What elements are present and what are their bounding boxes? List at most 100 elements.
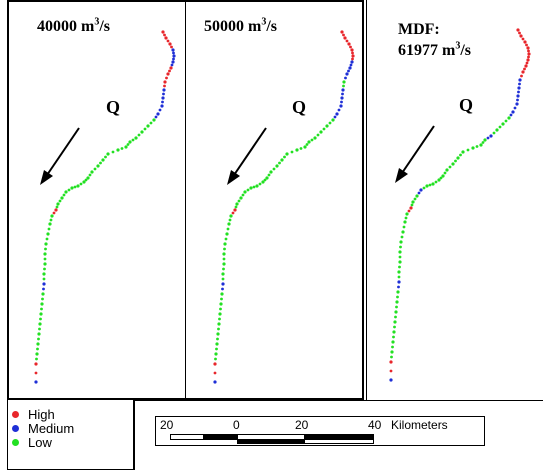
river-point-low: [222, 252, 226, 256]
river-point-low: [43, 252, 47, 256]
river-point-low: [128, 140, 132, 144]
river-point-low: [399, 245, 402, 249]
scale-segment: [304, 439, 374, 444]
river-point-low: [111, 150, 115, 154]
river-point-low: [325, 124, 329, 128]
river-point-low: [222, 267, 225, 271]
river-point-medium: [350, 60, 354, 64]
river-point-high: [516, 28, 520, 32]
river-point-low: [58, 199, 62, 203]
scale-bar-box: 20 0 20 40 Kilometers: [134, 400, 543, 470]
river-point-low: [403, 220, 407, 224]
river-point-high: [519, 34, 523, 38]
river-point-high: [166, 39, 170, 43]
scale-segment: [170, 434, 204, 440]
river-point-low: [269, 170, 273, 174]
river-point-low: [307, 140, 311, 144]
river-point-low: [43, 257, 47, 261]
river-point-high: [351, 51, 354, 55]
high-dot-icon: [12, 411, 19, 418]
river-point-low: [55, 205, 59, 209]
river-point-low: [224, 237, 228, 241]
river-point-low: [49, 218, 53, 222]
river-point-low: [390, 355, 393, 359]
river-point-low: [252, 185, 256, 189]
river-point-low: [428, 183, 432, 187]
map-panel-40000: 40000 m3/s Q: [7, 0, 186, 400]
river-point-low: [149, 121, 153, 125]
river-point-low: [504, 119, 508, 123]
river-point-low: [90, 170, 94, 174]
river-point-medium: [161, 100, 164, 104]
river-point-medium: [486, 136, 490, 140]
river-point-low: [88, 173, 92, 177]
flow-label: Q: [292, 97, 307, 117]
river-point-low: [237, 199, 241, 203]
river-point-low: [43, 262, 47, 266]
legend: High Medium Low: [7, 400, 134, 470]
river-map: [34, 30, 176, 384]
river-point-low: [413, 197, 417, 201]
river-point-low: [239, 196, 243, 200]
river-point-medium: [516, 94, 520, 98]
river-point-low: [255, 184, 259, 188]
flow-arrow-shaft: [231, 127, 267, 179]
river-point-high: [54, 208, 58, 212]
river-point-medium: [515, 102, 519, 106]
scale-tick-label: 40: [368, 418, 382, 432]
scale-tick-label: 20: [295, 418, 309, 432]
river-point-low: [37, 337, 40, 341]
river-point-medium: [154, 115, 158, 119]
river-point-low: [283, 155, 286, 159]
river-point-low: [411, 200, 415, 204]
scale-tick-label: 20: [160, 418, 174, 432]
river-point-low: [466, 148, 470, 152]
river-point-low: [402, 225, 406, 229]
river-point-low: [498, 125, 502, 129]
river-point-medium: [340, 100, 343, 104]
river-point-low: [392, 335, 395, 339]
river-point-low: [434, 180, 438, 184]
legend-item-high: High: [12, 408, 55, 421]
river-point-low: [422, 186, 426, 190]
river-point-medium: [172, 57, 175, 61]
river-point-low: [79, 182, 83, 186]
river-point-high: [527, 52, 531, 56]
river-point-low: [322, 127, 326, 131]
river-point-low: [215, 342, 219, 346]
river-point-low: [398, 265, 401, 269]
river-map: [213, 30, 355, 384]
river-point-low: [82, 180, 86, 184]
river-point-medium: [34, 380, 38, 384]
river-point-low: [43, 267, 46, 271]
river-point-medium: [517, 86, 521, 90]
river-point-low: [391, 345, 394, 349]
river-point-low: [431, 182, 435, 186]
river-point-low: [40, 307, 43, 311]
river-point-low: [217, 322, 221, 326]
river-point-high: [233, 208, 237, 212]
river-point-low: [397, 275, 401, 279]
river-points: [213, 30, 355, 384]
scale-bar-frame: [155, 416, 485, 446]
river-point-low: [501, 122, 505, 126]
river-point-medium: [509, 113, 513, 117]
river-point-low: [215, 347, 218, 351]
river-point-high: [349, 45, 352, 49]
river-point-low: [263, 178, 267, 182]
river-point-low: [405, 212, 409, 216]
river-point-low: [316, 133, 320, 137]
river-point-low: [475, 145, 479, 148]
river-point-high: [231, 211, 235, 215]
river-point-low: [454, 159, 457, 163]
river-point-low: [398, 260, 402, 264]
river-point-medium: [397, 285, 400, 289]
river-point-low: [45, 237, 49, 241]
river-point-low: [41, 292, 45, 296]
river-point-high: [161, 30, 165, 34]
river-point-low: [394, 315, 397, 319]
river-point-low: [41, 297, 44, 301]
river-point-high: [340, 30, 344, 34]
river-map: [389, 28, 531, 382]
river-point-medium: [172, 51, 175, 55]
